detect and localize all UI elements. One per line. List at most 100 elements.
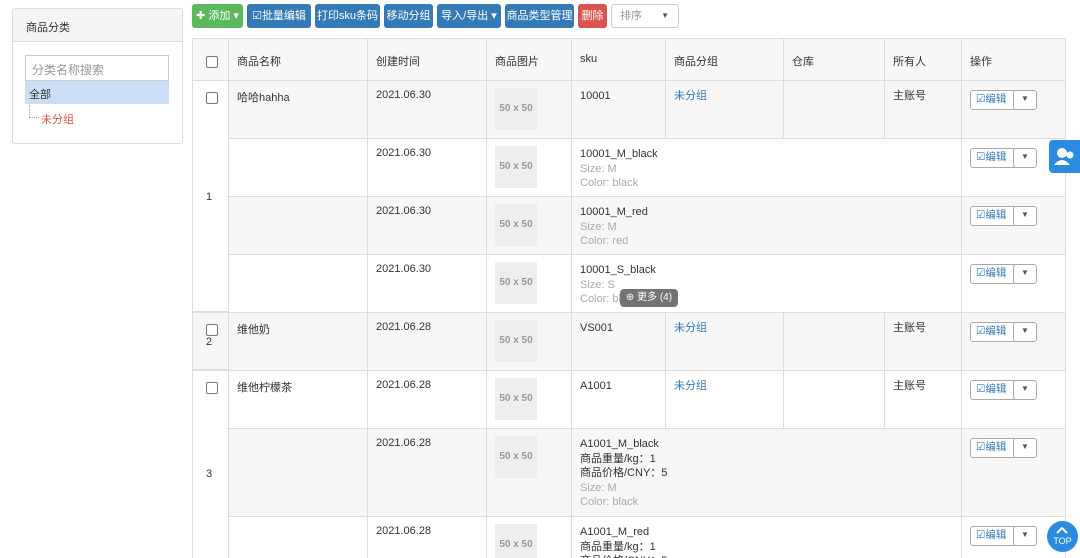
created-date: 2021.06.28	[368, 517, 487, 558]
table-cell: 50 x 50	[487, 255, 572, 313]
tree-line	[29, 105, 30, 117]
sku-attribute: Size: S	[580, 278, 615, 291]
contact-icon	[1054, 148, 1074, 165]
edit-label: 编辑	[985, 529, 1007, 541]
select-all-checkbox[interactable]	[206, 56, 218, 68]
tree-item[interactable]: 未分组	[41, 111, 74, 127]
button-label: 打印sku条码	[316, 10, 379, 22]
more-badge[interactable]: ⊕ 更多 (4)	[620, 289, 678, 307]
edit-label: 编辑	[985, 151, 1007, 163]
tree-item-label: 全部	[29, 89, 51, 101]
table-cell: 未分组	[666, 313, 784, 371]
top-label: TOP	[1053, 536, 1072, 546]
tree-item[interactable]: 全部	[25, 81, 169, 104]
table-header: 商品名称 创建时间 商品图片 sku 商品分组 仓库 所有人 操作	[193, 39, 1065, 81]
table-cell: VS001	[572, 313, 666, 371]
edit-dropdown[interactable]: ▼	[1013, 90, 1037, 110]
contact-float[interactable]	[1049, 140, 1080, 173]
table-cell: ☑编辑 ▼	[962, 197, 1066, 255]
table-cell: 50 x 50	[487, 313, 572, 371]
sort-select[interactable]: 排序 ▼	[611, 4, 679, 28]
product-name	[229, 517, 368, 558]
header-cell: 操作	[970, 56, 992, 68]
sku-code: A1001	[580, 380, 612, 392]
created-date: 2021.06.30	[368, 255, 487, 313]
table-row: 2021.06.30 50 x 50 10001_M_black Size: M Col…	[229, 139, 1065, 197]
edit-label: 编辑	[985, 441, 1007, 453]
edit-label: 编辑	[985, 209, 1007, 221]
sku-extra: 商品价格/CNY：5	[580, 554, 953, 558]
table-cell: 未分组	[666, 81, 784, 139]
row-checkbox[interactable]	[206, 382, 218, 394]
table-cell: 10001_M_red Size: M Color: red	[572, 197, 962, 255]
table-cell	[784, 313, 885, 371]
sku-attribute: Color: red	[580, 235, 629, 247]
batch-edit-button[interactable]: ☑批量编辑	[247, 4, 311, 28]
table-cell: ☑编辑 ▼	[962, 371, 1066, 429]
sku-code: A1001_M_black	[580, 438, 659, 450]
sku-extra: 商品重量/kg：1	[580, 540, 656, 553]
product-name	[229, 197, 368, 255]
search-input[interactable]: 分类名称搜索	[25, 55, 169, 81]
edit-button[interactable]: ☑编辑	[970, 148, 1021, 168]
add-button[interactable]: ✚ 添加 ▾	[192, 4, 243, 28]
back-to-top[interactable]: TOP	[1047, 521, 1078, 552]
sku-attribute: Size: M	[580, 162, 617, 175]
edit-dropdown[interactable]: ▼	[1013, 322, 1037, 342]
sort-placeholder: 排序	[620, 10, 642, 22]
edit-dropdown[interactable]: ▼	[1013, 264, 1037, 284]
import-export-button[interactable]: 导入/导出 ▾	[437, 4, 501, 28]
product-table: 商品名称 创建时间 商品图片 sku 商品分组 仓库 所有人 操作 哈哈hahha 2021.06…	[192, 38, 1066, 558]
sku-attribute: Size: M	[580, 481, 617, 494]
table-cell: 50 x 50	[487, 517, 572, 558]
row-checkbox[interactable]	[206, 324, 218, 336]
index-cell: 1	[193, 81, 229, 313]
button-label: 商品类型管理	[506, 10, 573, 22]
table-cell: 50 x 50	[487, 139, 572, 197]
move-button[interactable]: 移动分组	[384, 4, 433, 28]
header-cell: 所有人	[885, 39, 962, 81]
edit-button[interactable]: ☑编辑	[970, 90, 1021, 110]
edit-button[interactable]: ☑编辑	[970, 380, 1021, 400]
sku-attribute: Size: M	[580, 220, 617, 233]
edit-button[interactable]: ☑编辑	[970, 526, 1021, 546]
sku-attribute: Color: black	[580, 177, 639, 189]
group-link[interactable]: 未分组	[674, 322, 707, 334]
row-checkbox[interactable]	[206, 92, 218, 104]
print-button[interactable]: 打印sku条码	[315, 4, 380, 28]
table-cell: ☑编辑 ▼	[962, 255, 1066, 313]
table-cell: A1001_M_black 商品重量/kg：1 商品价格/CNY：5 Size: M C…	[572, 429, 962, 517]
edit-dropdown[interactable]: ▼	[1013, 206, 1037, 226]
table-cell: ☑编辑 ▼	[962, 81, 1066, 139]
table-cell: 10001_M_black Size: M Color: black	[572, 139, 962, 197]
table-cell: 50 x 50	[487, 197, 572, 255]
created-date: 2021.06.28	[368, 371, 487, 429]
search-placeholder: 分类名称搜索	[32, 63, 105, 77]
table-cell: 10001	[572, 81, 666, 139]
edit-label: 编辑	[985, 93, 1007, 105]
edit-dropdown[interactable]: ▼	[1013, 526, 1037, 546]
delete-button[interactable]: 删除	[578, 4, 607, 28]
edit-button[interactable]: ☑编辑	[970, 438, 1021, 458]
owner: 主账号	[893, 322, 926, 334]
group-link[interactable]: 未分组	[674, 90, 707, 102]
product-name: 哈哈hahha	[229, 81, 368, 139]
edit-dropdown[interactable]: ▼	[1013, 438, 1037, 458]
edit-button[interactable]: ☑编辑	[970, 322, 1021, 342]
sku-extra: 商品价格/CNY：5	[580, 467, 668, 479]
group-link[interactable]: 未分组	[674, 380, 707, 392]
table-cell	[784, 371, 885, 429]
image-placeholder: 50 x 50	[495, 436, 537, 478]
table-cell: A1001	[572, 371, 666, 429]
edit-dropdown[interactable]: ▼	[1013, 380, 1037, 400]
table-cell: ☑编辑 ▼	[962, 517, 1066, 558]
button-label: 批量编辑	[261, 10, 306, 22]
created-date: 2021.06.30	[368, 197, 487, 255]
index-cell: 2	[193, 313, 229, 371]
table-cell: 未分组	[666, 371, 784, 429]
image-placeholder: 50 x 50	[495, 204, 537, 246]
edit-dropdown[interactable]: ▼	[1013, 148, 1037, 168]
type-manage-button[interactable]: 商品类型管理	[505, 4, 574, 28]
button-label: 移动分组	[386, 10, 431, 22]
image-placeholder: 50 x 50	[495, 262, 537, 304]
